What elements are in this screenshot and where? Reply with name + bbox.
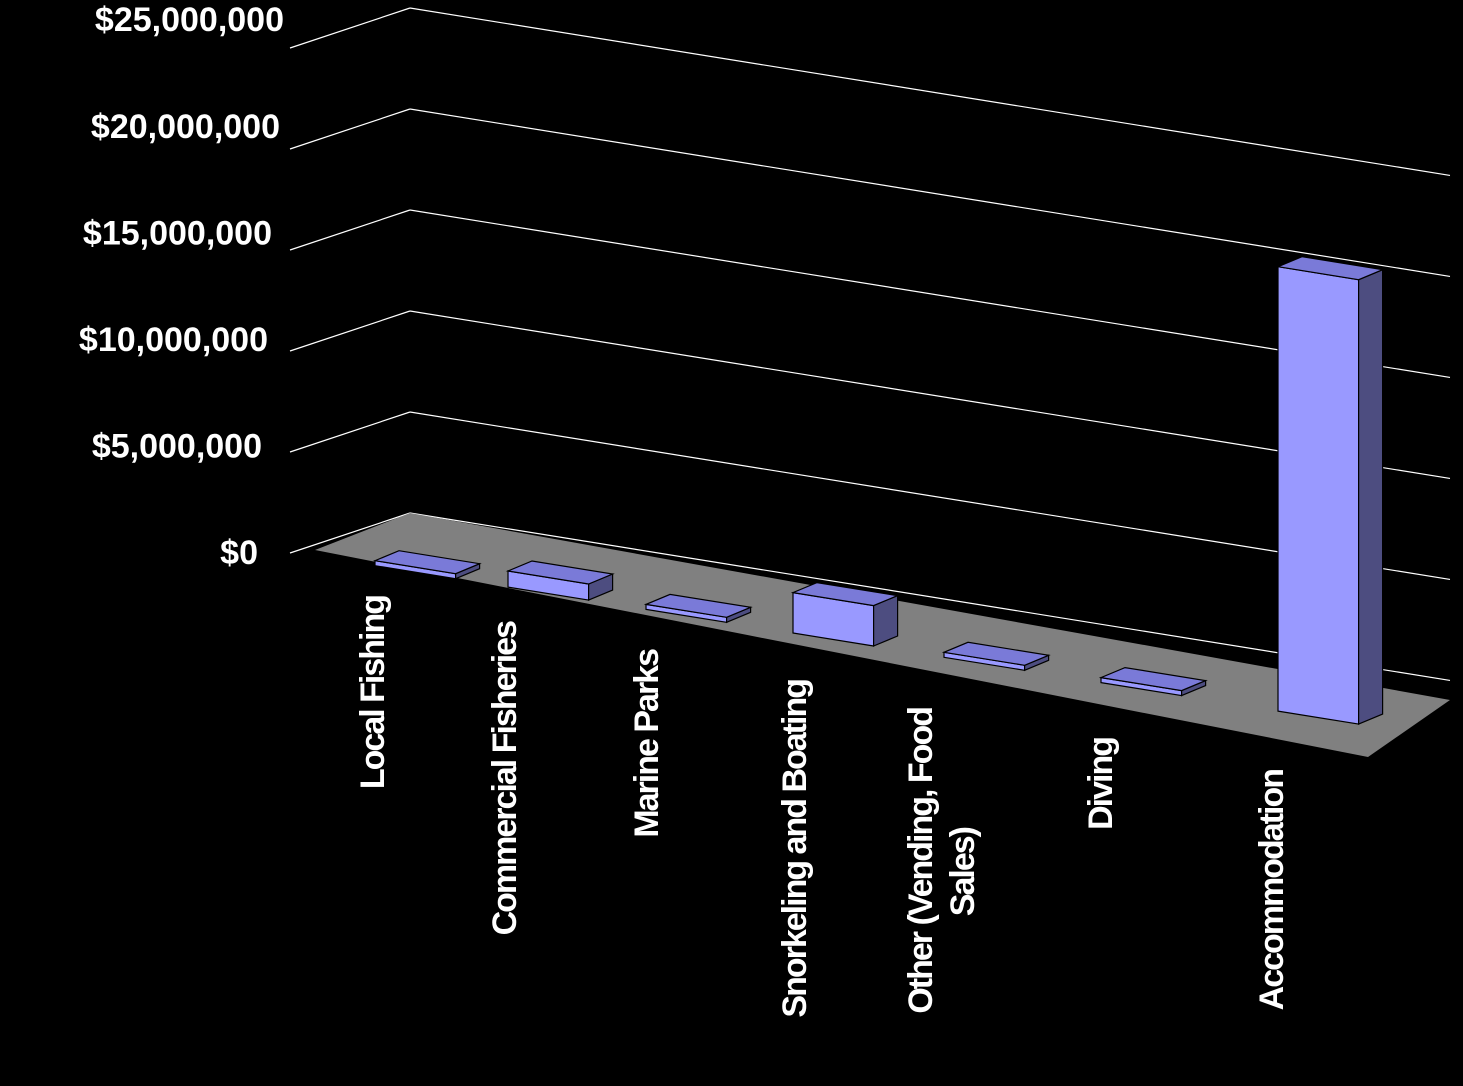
bar-top [372,550,482,575]
ytick-label: $15,000,000 [83,214,272,252]
bar [790,581,900,647]
gridline-left-wall [289,512,411,554]
xtick-label: Accommodation [1253,770,1291,1011]
bar-top [790,581,900,607]
xtick-label: Commercial Fisheries [486,621,524,935]
gridline [409,512,1451,682]
xtick-label: Other (Vending, Food Sales) [902,708,982,1014]
gridline-left-wall [289,411,411,453]
bar [1098,666,1208,697]
ytick-label: $10,000,000 [79,321,268,359]
gridline-left-wall [289,7,411,49]
xtick-label: Diving [1082,738,1120,830]
bar-top [941,641,1051,666]
gridline [409,108,1451,278]
bar-side [1357,268,1384,725]
bar [372,550,482,580]
bar [941,641,1051,672]
ytick-label: $5,000,000 [92,427,262,465]
bar-top [1098,666,1208,692]
xtick-label: Snorkeling and Boating [776,680,814,1018]
bar-top [505,560,615,585]
ytick-label: $20,000,000 [91,108,280,146]
gridline-left-wall [289,108,411,150]
gridline [409,411,1451,581]
bar [505,560,615,601]
ytick-label: $25,000,000 [95,1,284,39]
bar [643,593,753,624]
gridline [409,310,1451,480]
gridline [409,209,1451,379]
bar-front [1277,265,1360,725]
bar-top [1275,256,1385,281]
ytick-label: $0 [220,534,258,572]
gridline-left-wall [289,310,411,352]
xtick-label: Marine Parks [628,649,666,838]
gridline [409,7,1451,177]
bar-top [643,593,753,618]
bar [1275,256,1385,725]
xtick-label: Local Fishing [354,596,392,789]
gridline-left-wall [289,209,411,251]
